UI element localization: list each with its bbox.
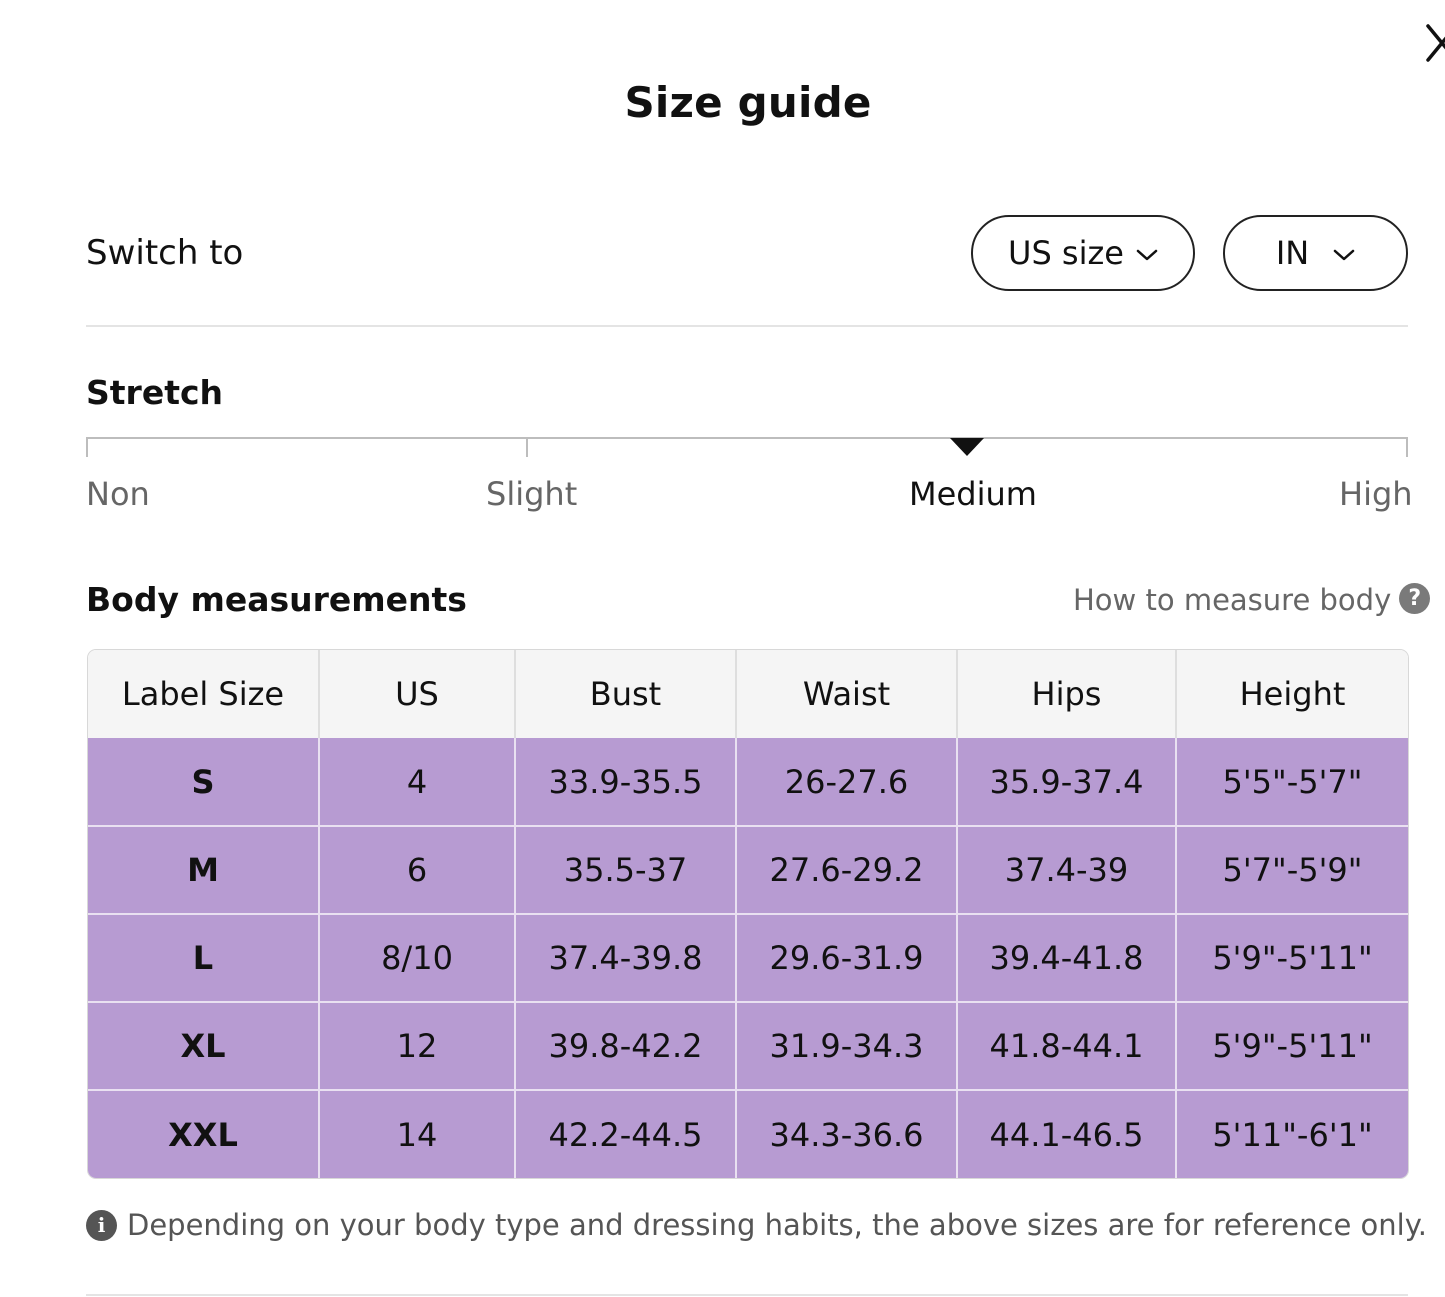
- divider: [86, 325, 1408, 327]
- column-header-bust: Bust: [515, 650, 737, 738]
- table-cell: 33.9-35.5: [515, 738, 737, 827]
- size-system-dropdown[interactable]: US size: [971, 215, 1195, 291]
- footnote-text: Depending on your body type and dressing…: [127, 1208, 1427, 1242]
- table-cell: L: [88, 914, 320, 1003]
- stretch-level-slight: Slight: [486, 475, 578, 513]
- body-measurements-title: Body measurements: [86, 580, 467, 619]
- column-header-waist: Waist: [736, 650, 958, 738]
- column-header-hips: Hips: [957, 650, 1177, 738]
- table-cell: 8/10: [319, 914, 516, 1003]
- chevron-down-icon: [1333, 249, 1355, 261]
- table-cell: 39.8-42.2: [515, 1002, 737, 1091]
- divider: [86, 1294, 1408, 1296]
- table-cell: 37.4-39: [957, 826, 1177, 915]
- how-to-measure-text: How to measure body: [1073, 583, 1392, 617]
- table-header-row: Label Size US Bust Waist Hips Height: [88, 650, 1408, 738]
- switch-to-label: Switch to: [86, 233, 244, 273]
- unit-dropdown[interactable]: IN: [1223, 215, 1408, 291]
- table-row: L 8/10 37.4-39.8 29.6-31.9 39.4-41.8 5'9…: [88, 914, 1408, 1003]
- table-row: XL 12 39.8-42.2 31.9-34.3 41.8-44.1 5'9"…: [88, 1002, 1408, 1091]
- chevron-down-icon: [1136, 249, 1158, 261]
- stretch-level-medium: Medium: [909, 475, 1037, 513]
- stretch-tick-high: [1406, 437, 1408, 457]
- question-circle-icon: ?: [1399, 583, 1431, 614]
- table-cell: 42.2-44.5: [515, 1090, 737, 1178]
- table-cell: 5'7"-5'9": [1176, 826, 1408, 915]
- table-cell: 31.9-34.3: [736, 1002, 958, 1091]
- size-table: Label Size US Bust Waist Hips Height S 4…: [88, 650, 1408, 1178]
- table-cell: 5'9"-5'11": [1176, 914, 1408, 1003]
- table-cell: 5'11"-6'1": [1176, 1090, 1408, 1178]
- table-cell: 6: [319, 826, 516, 915]
- unit-value: IN: [1275, 234, 1310, 272]
- table-row: M 6 35.5-37 27.6-29.2 37.4-39 5'7"-5'9": [88, 826, 1408, 915]
- table-cell: 41.8-44.1: [957, 1002, 1177, 1091]
- column-header-height: Height: [1176, 650, 1408, 738]
- table-cell: XL: [88, 1002, 320, 1091]
- stretch-level-non: Non: [86, 475, 150, 513]
- table-cell: 37.4-39.8: [515, 914, 737, 1003]
- column-header-us: US: [319, 650, 516, 738]
- table-cell: 26-27.6: [736, 738, 958, 827]
- table-cell: 14: [319, 1090, 516, 1178]
- triangle-down-icon: [950, 438, 984, 456]
- footnote: i Depending on your body type and dressi…: [86, 1208, 1427, 1242]
- stretch-level-high: High: [1339, 475, 1413, 513]
- table-row: XXL 14 42.2-44.5 34.3-36.6 44.1-46.5 5'1…: [88, 1090, 1408, 1178]
- stretch-scale-track: [86, 437, 1408, 439]
- table-cell: S: [88, 738, 320, 827]
- table-row: S 4 33.9-35.5 26-27.6 35.9-37.4 5'5"-5'7…: [88, 738, 1408, 827]
- info-icon: i: [86, 1209, 117, 1241]
- table-cell: 34.3-36.6: [736, 1090, 958, 1178]
- modal-title: Size guide: [624, 78, 872, 127]
- table-cell: M: [88, 826, 320, 915]
- table-cell: 39.4-41.8: [957, 914, 1177, 1003]
- table-cell: 29.6-31.9: [736, 914, 958, 1003]
- table-cell: 5'5"-5'7": [1176, 738, 1408, 827]
- how-to-measure-link[interactable]: How to measure body ?: [1073, 583, 1431, 617]
- table-cell: 4: [319, 738, 516, 827]
- close-icon: [1426, 24, 1445, 62]
- stretch-tick-slight: [526, 437, 528, 457]
- table-cell: XXL: [88, 1090, 320, 1178]
- table-cell: 35.5-37: [515, 826, 737, 915]
- table-cell: 35.9-37.4: [957, 738, 1177, 827]
- stretch-tick-non: [86, 437, 88, 457]
- close-button[interactable]: [1426, 22, 1445, 66]
- table-cell: 44.1-46.5: [957, 1090, 1177, 1178]
- table-cell: 12: [319, 1002, 516, 1091]
- table-cell: 27.6-29.2: [736, 826, 958, 915]
- column-header-label-size: Label Size: [88, 650, 320, 738]
- table-cell: 5'9"-5'11": [1176, 1002, 1408, 1091]
- stretch-title: Stretch: [86, 373, 224, 412]
- size-system-value: US size: [1008, 234, 1124, 272]
